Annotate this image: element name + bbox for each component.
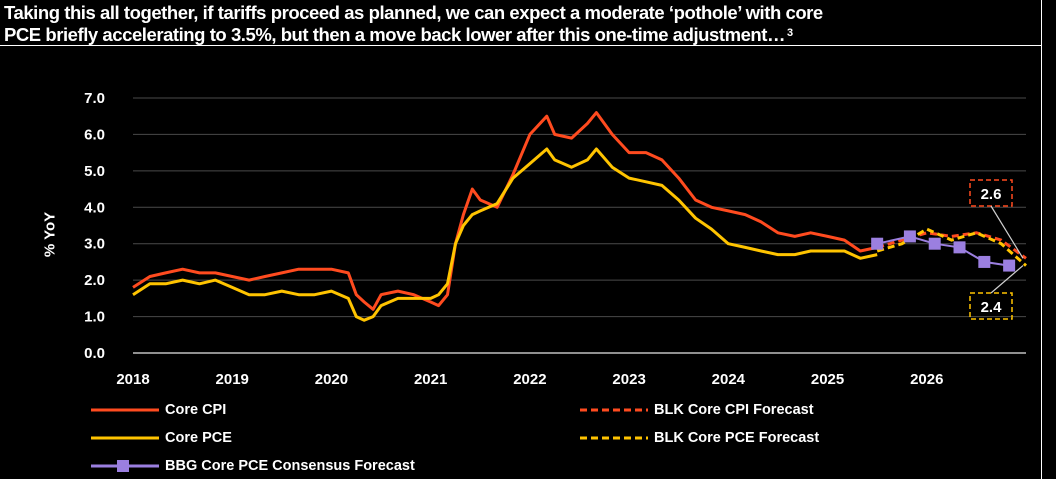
- legend-swatch: [580, 408, 648, 412]
- x-tick-label: 2018: [116, 371, 149, 388]
- y-tick-label: 0.0: [84, 345, 105, 362]
- x-tick-label: 2022: [513, 371, 546, 388]
- y-tick-label: 1.0: [84, 309, 105, 326]
- legend-swatch: [91, 460, 159, 472]
- legend-item-core-pce: Core PCE: [91, 428, 232, 448]
- y-tick-label: 3.0: [84, 236, 105, 253]
- bbg-core-pce-consensus-forecast-marker: [928, 237, 941, 250]
- x-tick-label: 2023: [612, 371, 645, 388]
- y-tick-label: 4.0: [84, 199, 105, 216]
- subtitle-line-1: Taking this all together, if tariffs pro…: [4, 2, 823, 23]
- blk-core-pce-forecast-line: [876, 227, 1027, 267]
- bbg-core-pce-consensus-forecast-marker: [953, 241, 966, 254]
- x-tick-label: 2020: [315, 371, 348, 388]
- bbg-core-pce-consensus-forecast-marker: [903, 230, 916, 243]
- legend-swatch: [91, 408, 159, 412]
- chart-subtitle: Taking this all together, if tariffs pro…: [4, 2, 1044, 46]
- subtitle-line-2-text: PCE briefly accelerating to 3.5%, but th…: [4, 24, 786, 45]
- y-tick-label: 5.0: [84, 163, 105, 180]
- annotation-value-label: 2.4: [981, 299, 1003, 316]
- frame-right-border: [1041, 0, 1042, 479]
- legend-item-blk-core-cpi-forecast: BLK Core CPI Forecast: [580, 400, 814, 420]
- annotation-value-label: 2.6: [981, 186, 1002, 203]
- blk-core-cpi-forecast-line: [876, 231, 1027, 260]
- legend-item-blk-core-pce-forecast: BLK Core PCE Forecast: [580, 428, 819, 448]
- y-tick-label: 2.0: [84, 272, 105, 289]
- x-tick-label: 2021: [414, 371, 447, 388]
- x-tick-label: 2019: [216, 371, 249, 388]
- legend-item-bbg-core-pce-consensus-forecast: BBG Core PCE Consensus Forecast: [91, 456, 415, 476]
- bbg-core-pce-consensus-forecast-marker: [978, 255, 991, 268]
- core-pce-line: [132, 147, 878, 322]
- legend-label: Core CPI: [165, 402, 227, 418]
- x-tick-label: 2025: [811, 371, 844, 388]
- legend-label: Core PCE: [165, 430, 232, 446]
- footnote-marker: 3: [787, 27, 793, 39]
- legend-label: BBG Core PCE Consensus Forecast: [165, 458, 415, 474]
- legend-label: BLK Core PCE Forecast: [654, 430, 820, 446]
- x-tick-label: 2026: [910, 371, 943, 388]
- annotation-leader-line: [990, 205, 1024, 259]
- header-divider: [0, 45, 1042, 46]
- subtitle-line-2: PCE briefly accelerating to 3.5%, but th…: [4, 24, 1044, 46]
- core-cpi-line: [132, 111, 878, 311]
- legend-label: BLK Core CPI Forecast: [654, 402, 814, 418]
- legend-swatch: [91, 436, 159, 440]
- annotation-leader-line: [990, 265, 1024, 294]
- legend-swatch: [580, 436, 648, 440]
- y-tick-label: 6.0: [84, 126, 105, 143]
- x-tick-label: 2024: [712, 371, 746, 388]
- bbg-core-pce-consensus-forecast-marker: [1003, 259, 1016, 272]
- legend-item-core-cpi: Core CPI: [91, 400, 226, 420]
- bbg-core-pce-consensus-forecast-marker: [871, 237, 884, 250]
- y-tick-label: 7.0: [84, 90, 105, 107]
